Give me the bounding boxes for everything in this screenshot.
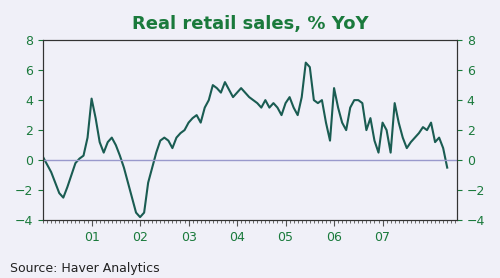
Text: Source: Haver Analytics: Source: Haver Analytics	[10, 262, 160, 275]
Title: Real retail sales, % YoY: Real retail sales, % YoY	[132, 15, 368, 33]
